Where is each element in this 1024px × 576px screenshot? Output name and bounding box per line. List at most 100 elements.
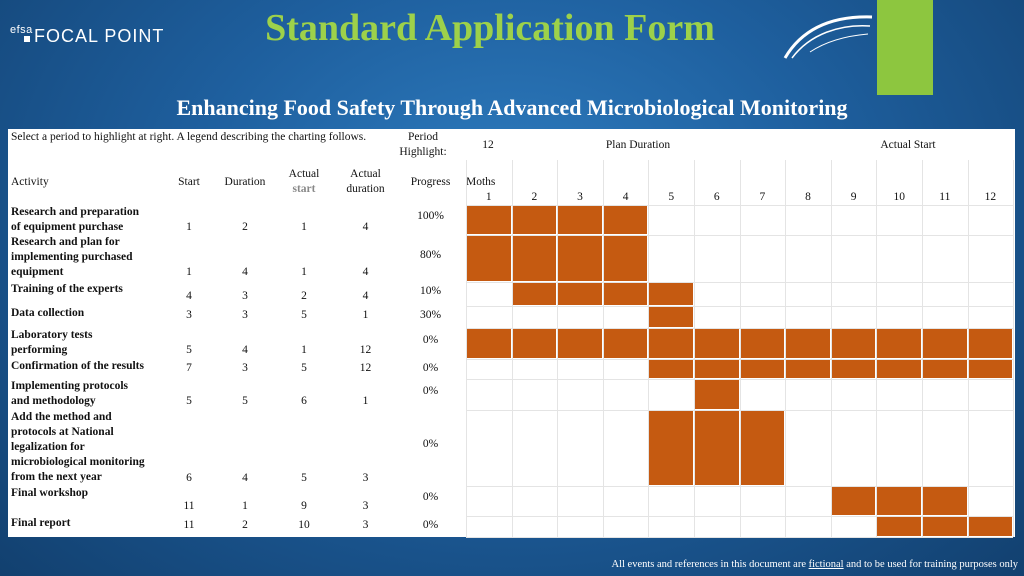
swoosh-logo-icon xyxy=(783,15,873,59)
grid-hline xyxy=(466,205,1014,206)
cell-actual-start: 10 xyxy=(298,519,310,531)
cell-duration: 3 xyxy=(242,290,248,302)
grid-hline xyxy=(466,235,1014,236)
cell-duration: 2 xyxy=(242,221,248,234)
gantt-bar-cell xyxy=(649,411,693,485)
cell-actual-duration: 3 xyxy=(362,500,369,512)
grid-hline xyxy=(466,359,1014,360)
gantt-bar-cell xyxy=(968,517,1013,536)
table-row: Add the method and protocols at National l… xyxy=(8,410,1015,486)
activity-name-line: Research and preparation xyxy=(11,206,139,218)
grid-hline xyxy=(466,486,1014,487)
table-row: Research and plan for implementing purcha… xyxy=(8,235,1015,282)
table-row: Final report 11 2 10 3 0% xyxy=(8,516,1015,537)
cell-actual-start: 1 xyxy=(301,344,307,357)
gantt-bar-cell xyxy=(923,517,967,536)
grid-vline xyxy=(694,160,695,537)
activity-name: Laboratory tests performing xyxy=(11,328,171,358)
activity-name-line: Final report xyxy=(11,517,71,529)
col-header-duration: Duration xyxy=(224,176,266,188)
table-row: Laboratory tests performing 5 4 1 12 0% xyxy=(8,328,1015,359)
cell-progress: 0% xyxy=(422,362,439,374)
activity-name-line: of equipment purchase xyxy=(11,221,124,233)
table-row: Final workshop 11 1 9 3 0% xyxy=(8,486,1015,516)
gantt-bar-cell xyxy=(467,206,511,234)
activity-name: Research and plan for implementing purcha… xyxy=(11,235,171,280)
grid-vline xyxy=(876,160,878,537)
gantt-bar-cell xyxy=(603,329,648,358)
activity-name: Add the method and protocols at National l… xyxy=(11,410,171,485)
page-subtitle: Enhancing Food Safety Through Advanced M… xyxy=(176,95,848,120)
col-header-progress: Progress xyxy=(410,176,451,188)
month-label: 5 xyxy=(668,191,675,203)
logo-text: FOCAL POINT xyxy=(34,26,165,46)
activity-name-line: performing xyxy=(11,344,68,356)
cell-actual-duration: 4 xyxy=(362,266,369,279)
cell-duration: 4 xyxy=(242,266,248,279)
table-row: Confirmation of the results 7 3 5 12 0% xyxy=(8,359,1015,379)
cell-progress: 0% xyxy=(422,519,439,531)
cell-actual-start: 1 xyxy=(301,266,307,279)
gantt-bar-cell xyxy=(558,236,602,281)
month-label: 11 xyxy=(939,191,951,203)
gantt-bar-cell xyxy=(649,329,693,358)
gantt-bar-cell xyxy=(603,283,648,305)
col-header-actual-start-2: start xyxy=(292,183,316,195)
gantt-bar-cell xyxy=(877,360,921,378)
activity-name: Final report xyxy=(11,516,171,531)
gantt-bar-cell xyxy=(603,206,648,234)
month-label: 7 xyxy=(759,191,766,203)
cell-start: 11 xyxy=(183,500,195,512)
gantt-bar-cell xyxy=(740,360,785,378)
cell-actual-duration: 1 xyxy=(362,309,369,321)
table-row: Research and preparation of equipment pur… xyxy=(8,205,1015,235)
cell-actual-duration: 3 xyxy=(362,519,369,531)
gantt-bar-cell xyxy=(968,360,1013,378)
cell-start: 3 xyxy=(186,309,192,321)
col-header-actual-duration-1: Actual xyxy=(350,168,381,180)
cell-progress: 10% xyxy=(419,285,442,297)
cell-actual-start: 1 xyxy=(301,221,307,234)
activity-name: Final workshop xyxy=(11,486,171,501)
col-header-months: Moths xyxy=(466,176,496,188)
cell-duration: 1 xyxy=(242,500,248,512)
month-label: 4 xyxy=(622,191,629,203)
cell-progress: 0% xyxy=(422,333,439,346)
grid-vline xyxy=(466,160,467,537)
cell-actual-duration: 4 xyxy=(362,221,369,234)
grid-hline xyxy=(466,379,1014,380)
gantt-bar-cell xyxy=(831,487,876,515)
period-highlight-input[interactable]: 12 xyxy=(482,139,494,151)
activity-name: Training of the experts xyxy=(11,282,171,297)
cell-progress: 0% xyxy=(422,438,439,450)
activity-name-line: Confirmation of the results xyxy=(11,360,144,372)
cell-actual-start: 9 xyxy=(301,500,307,512)
activity-name-line: Training of the experts xyxy=(11,283,123,295)
gantt-bar-cell xyxy=(877,329,921,358)
activity-name-line: Implementing protocols xyxy=(11,380,129,392)
page-title: Standard Application Form xyxy=(265,7,715,49)
month-label: 6 xyxy=(713,191,720,203)
gantt-bar-cell xyxy=(968,329,1013,358)
footer-link-fictional[interactable]: fictional xyxy=(808,559,844,570)
cell-start: 1 xyxy=(186,266,192,279)
gantt-bar-cell xyxy=(467,329,511,358)
grid-vline xyxy=(785,160,787,537)
cell-duration: 3 xyxy=(242,362,248,374)
gantt-bar-cell xyxy=(923,329,967,358)
gantt-bar-cell xyxy=(740,411,785,485)
cell-start: 6 xyxy=(186,471,192,484)
gantt-bar-cell xyxy=(877,487,921,515)
month-label: 8 xyxy=(805,191,811,203)
cell-start: 11 xyxy=(183,519,195,531)
gantt-bar-cell xyxy=(558,206,602,234)
cell-duration: 2 xyxy=(242,519,248,531)
table-row: Implementing protocols and methodology 5 5 6… xyxy=(8,379,1015,410)
gantt-bar-cell xyxy=(695,380,739,409)
logo-square-icon xyxy=(24,36,30,42)
cell-actual-start: 6 xyxy=(301,395,307,408)
gantt-bar-cell xyxy=(512,236,557,281)
gantt-bar-cell xyxy=(831,329,876,358)
activity-name-line: microbiological monitoring xyxy=(11,456,145,468)
gantt-bar-cell xyxy=(649,360,693,378)
